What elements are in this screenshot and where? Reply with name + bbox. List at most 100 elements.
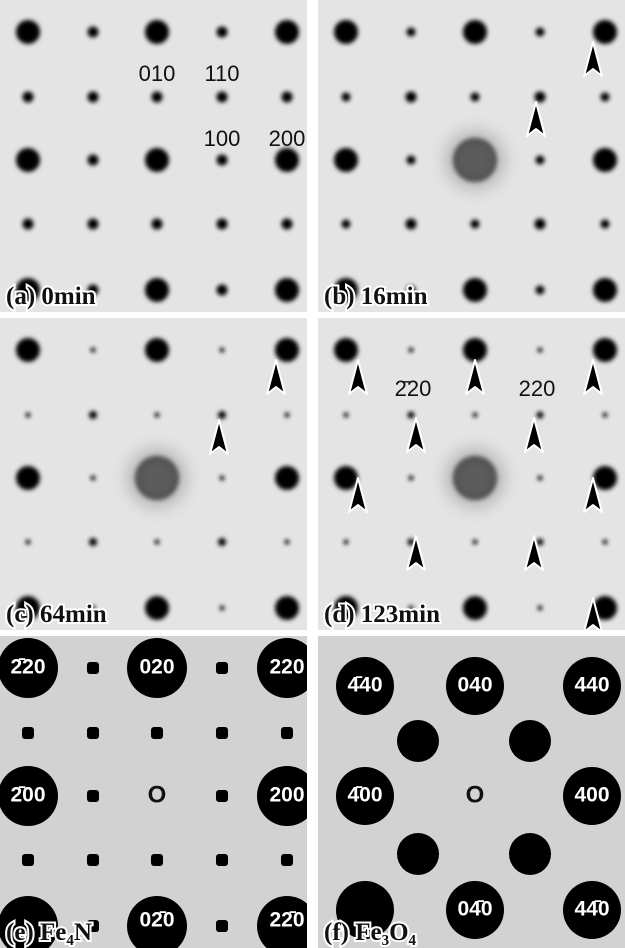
spot-label: 2̄20 [10, 656, 45, 679]
diffraction-spot [217, 219, 228, 230]
figure: 010 110 100 200 (a) 0min (b) 16min (c) 64min 2̄… [0, 0, 625, 948]
diffraction-spot [217, 27, 228, 38]
spot-label: 100 [204, 126, 241, 151]
spot-label: 2̄20 [395, 376, 432, 401]
spot-label: 44̄0 [574, 898, 609, 921]
spot-label: 4̄00 [347, 784, 382, 807]
spot [216, 854, 228, 866]
diffraction-spot [406, 92, 417, 103]
diffraction-spot [88, 92, 99, 103]
diffraction-spot [342, 93, 351, 102]
diffraction-spot [407, 28, 416, 37]
diffraction-spot [471, 93, 480, 102]
spot-label: 010 [139, 61, 176, 86]
diffraction-spot [407, 156, 416, 165]
spot-label: 110 [204, 61, 239, 86]
spot [281, 727, 293, 739]
diffraction-spot [535, 92, 546, 103]
spot [216, 662, 228, 674]
spot-label: 200 [269, 784, 304, 807]
diffraction-spot [217, 92, 228, 103]
diffraction-spot [145, 278, 169, 302]
diffraction-spot [463, 596, 487, 620]
halo [127, 448, 187, 508]
diffraction-spot [218, 411, 226, 419]
spot [216, 920, 228, 932]
panel: 2̄20220(d) 123min [318, 318, 625, 632]
diffraction-spot [473, 540, 478, 545]
diffraction-spot [275, 148, 299, 172]
panel-label: (b) 16min [324, 283, 428, 310]
diffraction-spot [217, 155, 228, 166]
diffraction-spot [282, 219, 293, 230]
diffraction-spot [593, 466, 617, 490]
spot-label: 4̄40 [347, 674, 382, 697]
panel-label: (a) 0min [6, 283, 96, 310]
diffraction-spot [23, 92, 34, 103]
diffraction-spot [536, 286, 545, 295]
diffraction-spot [152, 92, 163, 103]
spot [397, 720, 439, 762]
panel-label: (f) Fe₃O₄ [324, 919, 417, 946]
spot [151, 727, 163, 739]
diffraction-spot [471, 220, 480, 229]
diffraction-spot [334, 20, 358, 44]
spot [22, 727, 34, 739]
panel: 2̄200202202̄00O20002̄022̄0(e) Fe₄N [0, 636, 317, 948]
diffraction-spot [26, 413, 31, 418]
diffraction-spot [344, 540, 349, 545]
diffraction-spot [334, 466, 358, 490]
diffraction-spot [152, 219, 163, 230]
diffraction-spot [218, 538, 226, 546]
panel-label: (c) 64min [6, 601, 107, 628]
spot [216, 727, 228, 739]
diffraction-spot [282, 92, 293, 103]
diffraction-spot [145, 596, 169, 620]
diffraction-spot [88, 219, 99, 230]
diffraction-spot [603, 413, 608, 418]
spot-label: 020 [139, 656, 174, 679]
diffraction-spot [23, 219, 34, 230]
spot-label: 220 [269, 656, 304, 679]
diffraction-spot [593, 278, 617, 302]
diffraction-spot [603, 540, 608, 545]
diffraction-spot [220, 606, 225, 611]
diffraction-spot [537, 412, 544, 419]
spot-label: 040 [457, 674, 492, 697]
diffraction-spot [220, 348, 225, 353]
spot [281, 854, 293, 866]
diffraction-spot [601, 93, 610, 102]
spot-label: 220 [519, 376, 556, 401]
diffraction-spot [89, 538, 97, 546]
diffraction-spot [408, 412, 415, 419]
panel-label: (e) Fe₄N [6, 919, 92, 946]
diffraction-spot [593, 20, 617, 44]
spot-label: 200 [269, 126, 306, 151]
spot [87, 727, 99, 739]
diffraction-spot [275, 20, 299, 44]
diffraction-spot [473, 413, 478, 418]
diffraction-spot [409, 476, 414, 481]
spot [87, 854, 99, 866]
diffraction-spot [145, 148, 169, 172]
diffraction-spot [538, 606, 543, 611]
diffraction-spot [88, 27, 99, 38]
diffraction-spot [91, 348, 96, 353]
diffraction-spot [601, 220, 610, 229]
spot [87, 662, 99, 674]
spot-label: 400 [574, 784, 609, 807]
diffraction-spot [538, 348, 543, 353]
diffraction-spot [155, 540, 160, 545]
diffraction-spot [155, 413, 160, 418]
diffraction-spot [16, 466, 40, 490]
diffraction-spot [537, 539, 544, 546]
diffraction-spot [145, 20, 169, 44]
diffraction-spot [344, 413, 349, 418]
spot-label: 04̄0 [457, 898, 492, 921]
diffraction-spot [536, 156, 545, 165]
halo [445, 448, 505, 508]
diffraction-spot [334, 148, 358, 172]
spot-label: 22̄0 [269, 909, 304, 932]
diffraction-spot [463, 338, 487, 362]
spot [87, 790, 99, 802]
